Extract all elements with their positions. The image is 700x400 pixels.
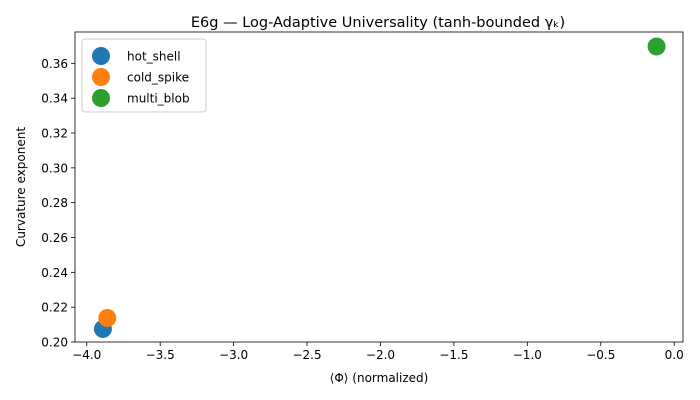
chart-title: E6g — Log-Adaptive Universality (tanh-bo… <box>191 15 565 31</box>
point-multi-blob <box>647 37 666 56</box>
legend-frame <box>81 38 207 113</box>
x-axis-ticks: −4.0 −3.5 −3.0 −2.5 −2.0 −1.5 −1.0 −0.5 0.0 <box>72 342 684 362</box>
x-tick-label: −1.5 <box>439 348 468 362</box>
x-tick-label: −3.5 <box>146 348 175 362</box>
x-tick-label: −0.5 <box>586 348 615 362</box>
legend-label: hot_shell <box>127 50 181 64</box>
y-tick-label: 0.34 <box>41 92 68 106</box>
y-tick-label: 0.28 <box>41 196 68 210</box>
y-tick-label: 0.22 <box>41 301 68 315</box>
legend-label: cold_spike <box>127 71 189 85</box>
legend-marker-hot-shell <box>92 47 110 65</box>
legend-label: multi_blob <box>127 92 190 106</box>
legend-marker-cold-spike <box>92 68 110 86</box>
legend: hot_shell cold_spike multi_blob <box>81 38 207 113</box>
x-tick-label: −2.5 <box>292 348 321 362</box>
y-axis-ticks: 0.20 0.22 0.24 0.26 0.28 0.30 0.32 0.34 0.36 <box>41 57 75 350</box>
y-tick-label: 0.30 <box>41 161 68 175</box>
y-tick-label: 0.24 <box>41 266 68 280</box>
x-axis-label: ⟨Φ⟩ (normalized) <box>330 371 429 385</box>
y-tick-label: 0.26 <box>41 231 68 245</box>
plot-frame <box>74 31 684 343</box>
x-tick-label: −2.0 <box>366 348 395 362</box>
y-tick-label: 0.36 <box>41 57 68 71</box>
x-tick-label: −3.0 <box>219 348 248 362</box>
x-tick-label: −4.0 <box>72 348 101 362</box>
y-axis-label: Curvature exponent <box>14 127 28 247</box>
x-tick-label: −1.0 <box>513 348 542 362</box>
point-cold-spike <box>98 308 117 327</box>
x-tick-label: 0.0 <box>665 348 684 362</box>
y-tick-label: 0.20 <box>41 336 68 350</box>
legend-marker-multi-blob <box>92 89 110 107</box>
data-points <box>93 37 666 338</box>
y-tick-label: 0.32 <box>41 127 68 141</box>
